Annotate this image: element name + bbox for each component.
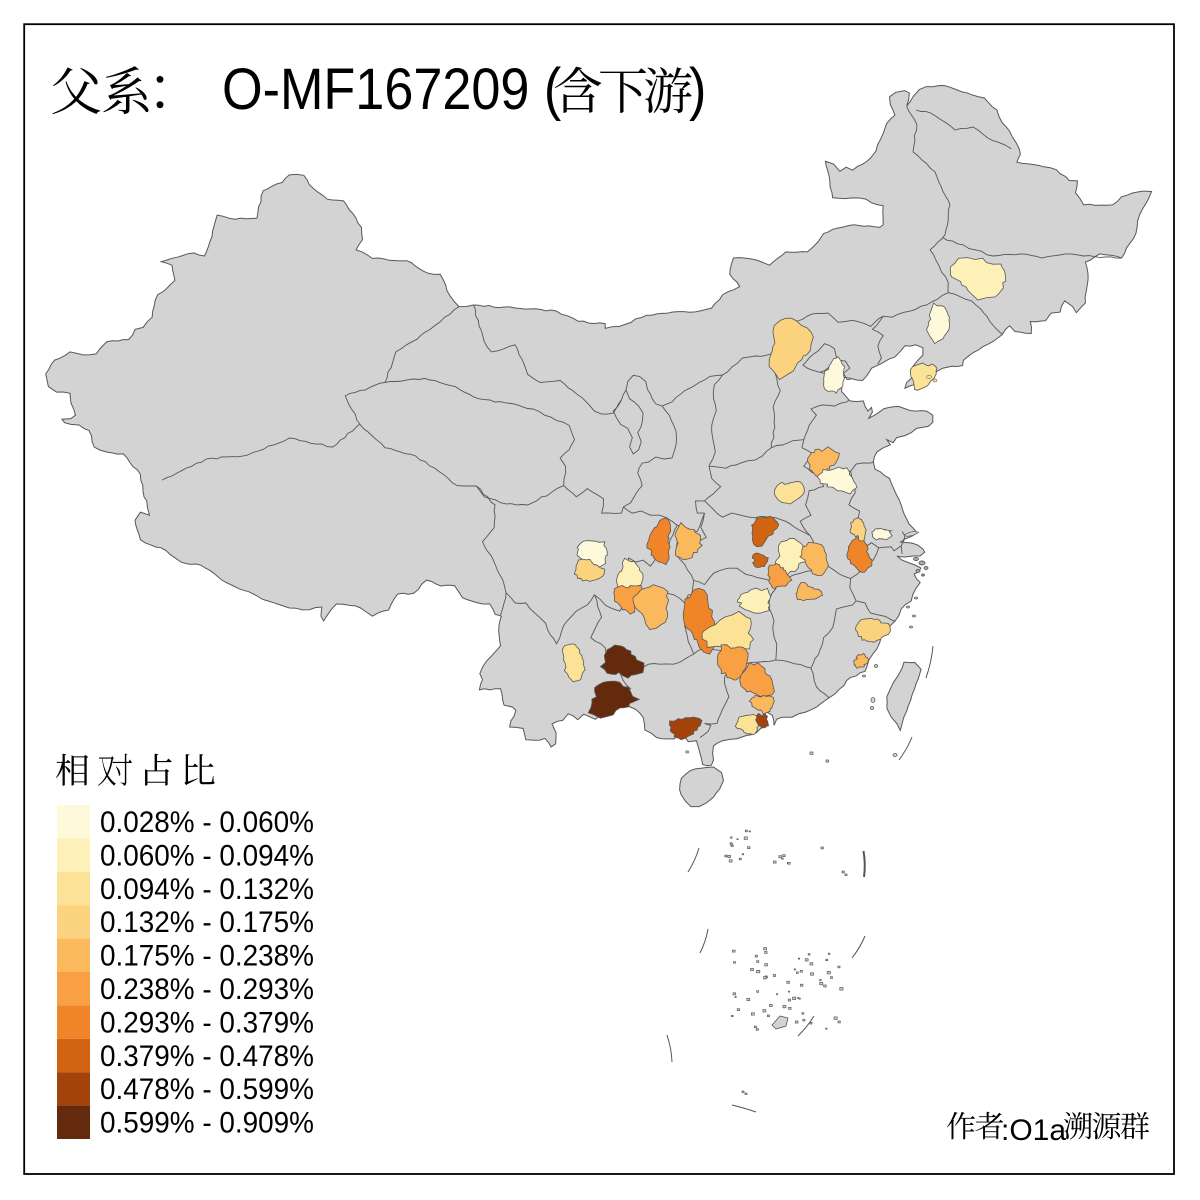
- svg-text:0.175% - 0.238%: 0.175% - 0.238%: [100, 940, 314, 973]
- svg-text:0.060% - 0.094%: 0.060% - 0.094%: [100, 840, 314, 873]
- svg-text:0.478% - 0.599%: 0.478% - 0.599%: [100, 1073, 314, 1106]
- svg-text:0.379% - 0.478%: 0.379% - 0.478%: [100, 1040, 314, 1073]
- svg-text:0.132% - 0.175%: 0.132% - 0.175%: [100, 906, 314, 939]
- svg-text:0.238% - 0.293%: 0.238% - 0.293%: [100, 973, 314, 1006]
- svg-text:): ): [689, 56, 706, 121]
- svg-text:0.293% - 0.379%: 0.293% - 0.379%: [100, 1007, 314, 1040]
- svg-text::O1a: :O1a: [1001, 1114, 1066, 1147]
- svg-text:0.599% - 0.909%: 0.599% - 0.909%: [100, 1107, 314, 1140]
- svg-text:O-MF167209 (: O-MF167209 (: [222, 56, 562, 121]
- svg-text:0.094% - 0.132%: 0.094% - 0.132%: [100, 873, 314, 906]
- svg-text:0.028% - 0.060%: 0.028% - 0.060%: [100, 806, 314, 839]
